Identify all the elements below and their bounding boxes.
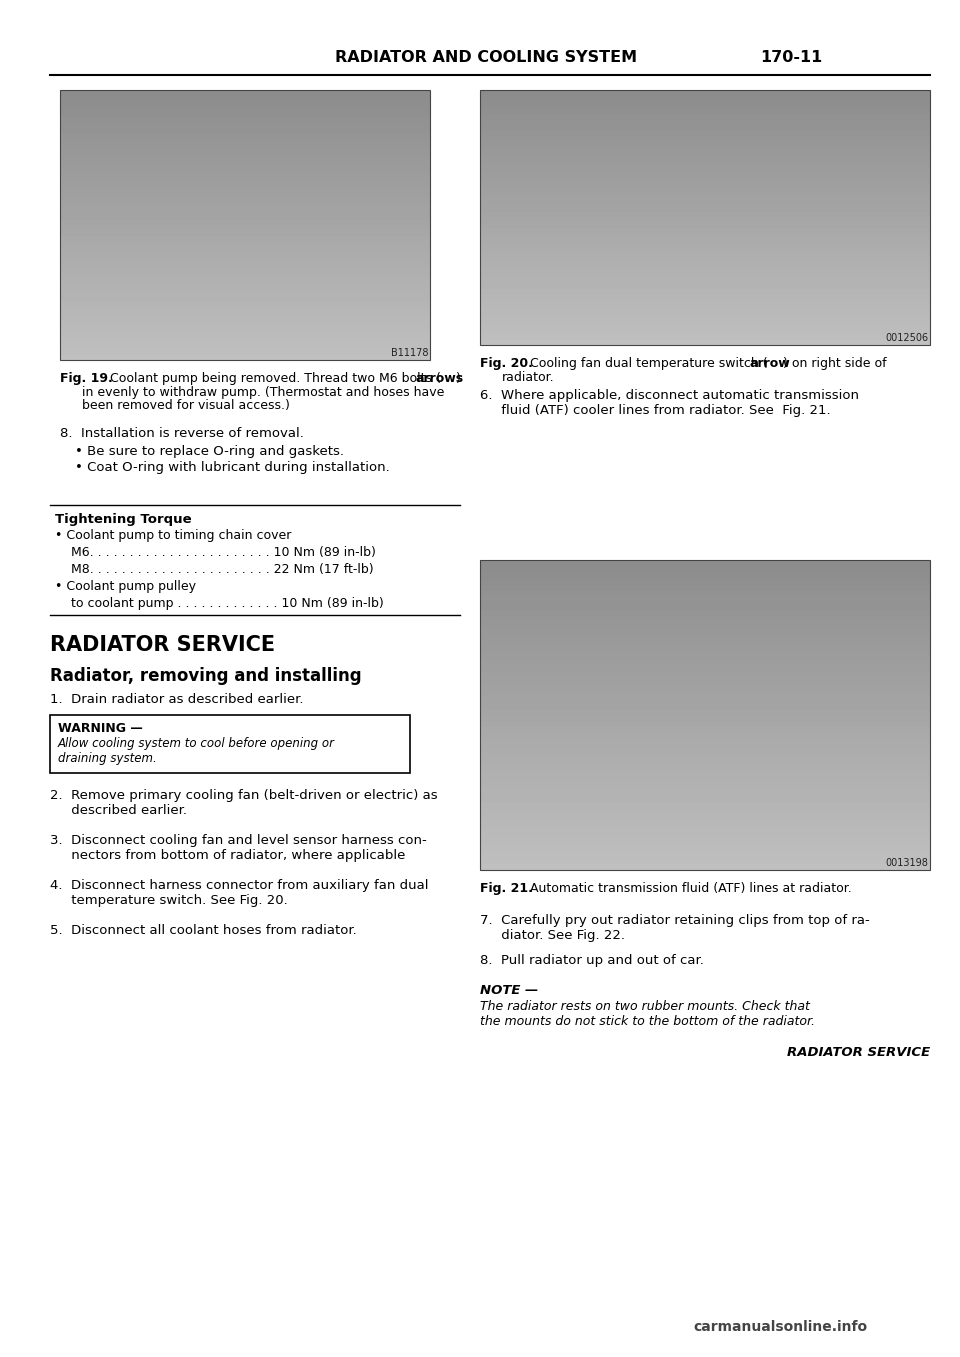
- Text: 0012506: 0012506: [885, 332, 928, 343]
- Text: • Coat O-ring with lubricant during installation.: • Coat O-ring with lubricant during inst…: [75, 461, 390, 474]
- Text: RADIATOR SERVICE: RADIATOR SERVICE: [50, 635, 276, 655]
- Text: arrow: arrow: [750, 357, 791, 370]
- Text: been removed for visual access.): been removed for visual access.): [82, 399, 290, 413]
- Text: • Be sure to replace O-ring and gaskets.: • Be sure to replace O-ring and gaskets.: [75, 445, 344, 459]
- Text: 7.  Carefully pry out radiator retaining clips from top of ra-
     diator. See : 7. Carefully pry out radiator retaining …: [480, 915, 870, 942]
- Text: radiator.: radiator.: [502, 370, 555, 384]
- Text: 0013198: 0013198: [885, 858, 928, 868]
- Text: ) on right side of: ) on right side of: [783, 357, 887, 370]
- Text: M6. . . . . . . . . . . . . . . . . . . . . . . 10 Nm (89 in-lb): M6. . . . . . . . . . . . . . . . . . . …: [55, 546, 376, 559]
- Text: 5.  Disconnect all coolant hoses from radiator.: 5. Disconnect all coolant hoses from rad…: [50, 924, 357, 936]
- Text: 170-11: 170-11: [760, 50, 823, 65]
- Text: • Coolant pump pulley: • Coolant pump pulley: [55, 579, 196, 593]
- Text: WARNING —: WARNING —: [58, 722, 143, 735]
- Text: 2.  Remove primary cooling fan (belt-driven or electric) as
     described earli: 2. Remove primary cooling fan (belt-driv…: [50, 788, 438, 817]
- Bar: [480, 90, 930, 345]
- Text: 6.  Where applicable, disconnect automatic transmission
     fluid (ATF) cooler : 6. Where applicable, disconnect automati…: [480, 389, 859, 417]
- Text: The radiator rests on two rubber mounts. Check that
the mounts do not stick to t: The radiator rests on two rubber mounts.…: [480, 1000, 815, 1029]
- Text: to coolant pump . . . . . . . . . . . . . 10 Nm (89 in-lb): to coolant pump . . . . . . . . . . . . …: [55, 597, 384, 611]
- Text: Radiator, removing and installing: Radiator, removing and installing: [50, 668, 362, 685]
- Text: ): ): [456, 372, 461, 385]
- Text: Cooling fan dual temperature switch (: Cooling fan dual temperature switch (: [526, 357, 768, 370]
- Text: Fig. 20.: Fig. 20.: [480, 357, 533, 370]
- Text: • Coolant pump to timing chain cover: • Coolant pump to timing chain cover: [55, 529, 292, 541]
- Text: 4.  Disconnect harness connector from auxiliary fan dual
     temperature switch: 4. Disconnect harness connector from aux…: [50, 879, 428, 906]
- Text: RADIATOR SERVICE: RADIATOR SERVICE: [787, 1046, 930, 1058]
- Bar: [480, 560, 930, 870]
- Text: 3.  Disconnect cooling fan and level sensor harness con-
     nectors from botto: 3. Disconnect cooling fan and level sens…: [50, 835, 427, 862]
- FancyBboxPatch shape: [50, 715, 410, 773]
- Text: arrows: arrows: [416, 372, 464, 385]
- Text: 8.  Installation is reverse of removal.: 8. Installation is reverse of removal.: [60, 427, 304, 440]
- Text: 1.  Drain radiator as described earlier.: 1. Drain radiator as described earlier.: [50, 693, 303, 706]
- Text: Tightening Torque: Tightening Torque: [55, 513, 192, 527]
- Text: Fig. 19.: Fig. 19.: [60, 372, 112, 385]
- Bar: [60, 90, 430, 360]
- Text: Automatic transmission fluid (ATF) lines at radiator.: Automatic transmission fluid (ATF) lines…: [526, 882, 852, 896]
- Text: NOTE —: NOTE —: [480, 984, 539, 997]
- Text: M8. . . . . . . . . . . . . . . . . . . . . . . 22 Nm (17 ft-lb): M8. . . . . . . . . . . . . . . . . . . …: [55, 563, 373, 575]
- Text: Allow cooling system to cool before opening or
draining system.: Allow cooling system to cool before open…: [58, 737, 335, 765]
- Text: Coolant pump being removed. Thread two M6 bolts (: Coolant pump being removed. Thread two M…: [106, 372, 441, 385]
- Text: 8.  Pull radiator up and out of car.: 8. Pull radiator up and out of car.: [480, 954, 704, 968]
- Text: RADIATOR AND COOLING SYSTEM: RADIATOR AND COOLING SYSTEM: [335, 50, 637, 65]
- Text: Fig. 21.: Fig. 21.: [480, 882, 533, 896]
- Text: carmanualsonline.info: carmanualsonline.info: [693, 1320, 867, 1334]
- Text: B11178: B11178: [391, 347, 428, 358]
- Text: in evenly to withdraw pump. (Thermostat and hoses have: in evenly to withdraw pump. (Thermostat …: [82, 385, 444, 399]
